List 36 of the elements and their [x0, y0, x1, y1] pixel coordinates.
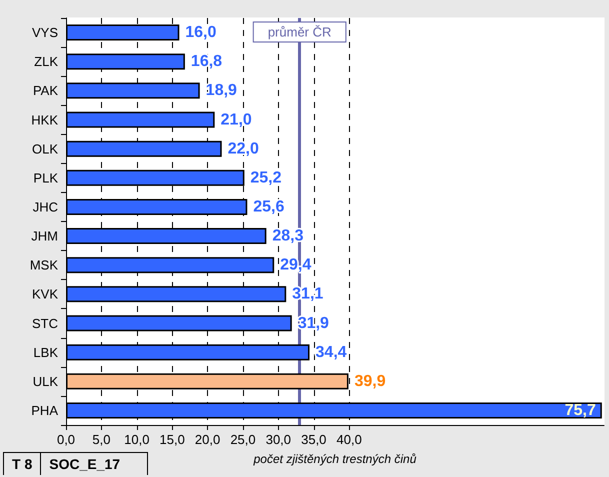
x-tick-label: 30,0	[266, 432, 292, 447]
y-tick-label: PLK	[33, 170, 58, 186]
y-tick-label: ZLK	[34, 54, 58, 70]
label-box: T 8 SOC_E_17	[3, 452, 148, 475]
data-label: 22,0	[228, 140, 259, 158]
data-label: 25,6	[253, 198, 284, 216]
y-tick-label: OLK	[32, 141, 58, 156]
y-tick-label: LBK	[33, 344, 58, 360]
y-tick-label: KVK	[32, 286, 58, 302]
data-label: 39,9	[354, 372, 386, 390]
y-tick-label: VYS	[32, 25, 58, 40]
y-tick-label: PAK	[32, 83, 58, 98]
y-tick-label: JHC	[32, 199, 58, 214]
x-tick-label: 40,0	[336, 432, 362, 447]
y-tick-label: HKK	[31, 112, 58, 128]
ref-line-label: průměr ČR	[268, 24, 332, 40]
x-tick-label: 35,0	[301, 432, 326, 447]
y-tick-label: ULK	[32, 374, 58, 389]
data-label: 18,9	[206, 82, 238, 100]
data-label: 16,8	[190, 53, 222, 70]
data-label: 75,7	[564, 402, 596, 419]
x-axis-title: počet zjištěných trestných činů	[252, 452, 417, 466]
data-label: 34,4	[316, 344, 347, 361]
x-tick-label: 20,0	[194, 432, 220, 447]
y-tick-label: MSK	[30, 258, 58, 273]
data-label: 21,0	[220, 111, 252, 128]
x-tick-label: 5,0	[92, 432, 110, 447]
data-label: 25,2	[250, 169, 282, 186]
y-tick-label: JHM	[31, 228, 58, 244]
y-tick-label: PHA	[31, 402, 58, 418]
data-label: 16,0	[185, 24, 217, 42]
x-tick-label: 15,0	[160, 432, 185, 447]
y-tick-label: STC	[32, 316, 58, 331]
x-tick-label: 25,0	[230, 432, 256, 447]
x-tick-label: 10,0	[124, 432, 150, 447]
x-tick-label: 0,0	[56, 432, 76, 447]
